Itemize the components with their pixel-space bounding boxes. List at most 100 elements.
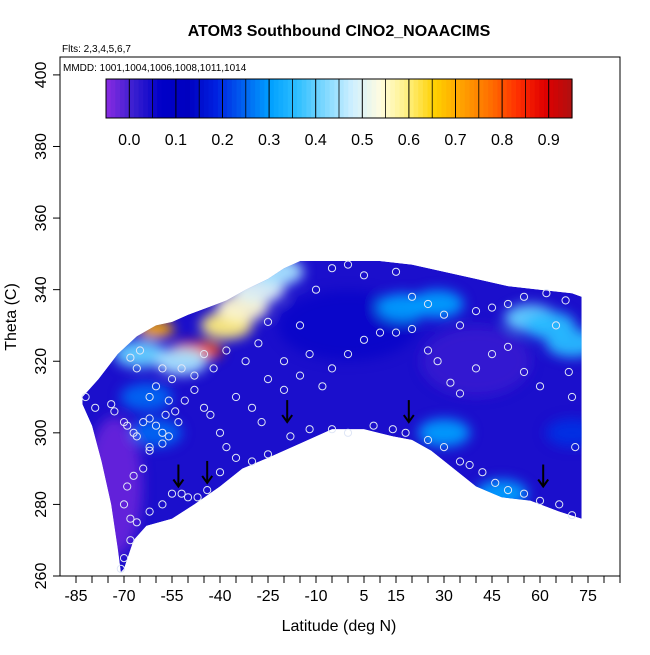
observation-point bbox=[132, 432, 141, 441]
colorbar-segment bbox=[166, 79, 172, 118]
observation-point bbox=[119, 554, 129, 563]
plot-frame bbox=[59, 56, 621, 577]
observation-point bbox=[465, 460, 474, 470]
colorbar-segment bbox=[180, 79, 186, 118]
colorbar-segment bbox=[217, 79, 224, 118]
observation-point bbox=[561, 296, 570, 305]
observation-point bbox=[164, 396, 173, 405]
colorbar-segment bbox=[213, 79, 219, 118]
observation-point bbox=[407, 292, 417, 301]
colorbar-segment bbox=[343, 79, 349, 118]
observation-point bbox=[171, 407, 180, 416]
field-blob bbox=[546, 329, 582, 358]
colorbar-segment bbox=[236, 79, 242, 118]
field-soft-group bbox=[86, 261, 582, 557]
observation-point bbox=[247, 457, 257, 466]
observation-point bbox=[487, 350, 497, 359]
colorbar-segment bbox=[362, 79, 368, 118]
observation-point bbox=[279, 385, 289, 394]
subtitle-dates: MMDD: 1001,1004,1006,1008,1011,1014 bbox=[63, 63, 247, 74]
observation-point bbox=[439, 443, 449, 452]
observation-point bbox=[123, 421, 132, 430]
colorbar-segment bbox=[227, 79, 233, 118]
observation-point bbox=[327, 425, 337, 434]
observation-point bbox=[241, 357, 250, 366]
x-tick-label: 75 bbox=[579, 588, 597, 605]
colorbar-segment bbox=[245, 79, 252, 118]
colorbar-segment bbox=[106, 79, 112, 118]
observation-point bbox=[286, 432, 295, 441]
colorbar-segment bbox=[436, 79, 443, 118]
colorbar-segment bbox=[492, 79, 499, 118]
colorbar-segment bbox=[394, 79, 401, 118]
colorbar-segment bbox=[133, 79, 140, 118]
colorbar-segment bbox=[171, 79, 177, 118]
observation-point bbox=[167, 375, 177, 384]
field-blob bbox=[155, 347, 208, 376]
observation-point bbox=[183, 493, 193, 502]
observation-point bbox=[263, 317, 273, 326]
colorbar: 0.0 0.1 0.2 0.3 0.4 0.5 0.6 0.7 0.8 0.9 bbox=[105, 78, 573, 149]
y-tick-label: 360 bbox=[33, 205, 50, 232]
colorbar-segment bbox=[203, 79, 210, 118]
observation-point bbox=[305, 350, 314, 359]
observation-point bbox=[158, 500, 167, 509]
observation-point bbox=[564, 367, 573, 377]
observation-point bbox=[257, 418, 266, 427]
colorbar-segment bbox=[320, 79, 326, 118]
field-blob bbox=[546, 418, 582, 447]
colorbar-tick-label: 0.5 bbox=[351, 132, 373, 149]
contour-field bbox=[82, 261, 582, 573]
observation-point bbox=[91, 403, 100, 412]
colorbar-segment bbox=[455, 79, 461, 118]
observation-point bbox=[433, 357, 442, 366]
colorbar-segment bbox=[548, 79, 554, 118]
colorbar-tick-label: 0.3 bbox=[258, 132, 280, 149]
observation-point bbox=[571, 443, 580, 452]
observation-point bbox=[215, 468, 225, 477]
down-arrow bbox=[402, 400, 415, 424]
colorbar-segment bbox=[138, 79, 144, 118]
observation-point bbox=[391, 328, 401, 337]
colorbar-tick-label: 0.2 bbox=[211, 132, 233, 149]
observation-point bbox=[503, 486, 513, 495]
observation-point bbox=[190, 385, 199, 394]
colorbar-segment bbox=[185, 79, 191, 118]
colorbar-segment bbox=[478, 79, 485, 118]
field-blob bbox=[251, 261, 304, 286]
colorbar-segment bbox=[539, 79, 545, 118]
observation-point bbox=[145, 443, 154, 452]
colorbar-segment bbox=[366, 79, 373, 118]
observation-point bbox=[209, 364, 218, 373]
observation-point bbox=[222, 346, 231, 355]
observation-point bbox=[423, 346, 433, 355]
colorbar-segment bbox=[520, 79, 526, 118]
field-blob bbox=[411, 289, 464, 318]
colorbar-segment bbox=[506, 79, 513, 118]
colorbar-segment bbox=[222, 79, 228, 118]
colorbar-segment bbox=[250, 79, 256, 118]
observation-point bbox=[407, 324, 417, 334]
colorbar-segment bbox=[143, 79, 149, 118]
observation-point bbox=[126, 536, 135, 545]
down-arrow bbox=[201, 460, 214, 485]
colorbar-segment bbox=[427, 79, 433, 118]
subtitle-flights: Flts: 2,3,4,5,6,7 bbox=[62, 44, 131, 55]
observation-point bbox=[145, 507, 154, 516]
colorbar-segment bbox=[157, 79, 163, 118]
x-tick-label: -85 bbox=[64, 588, 87, 605]
observation-point bbox=[222, 443, 231, 452]
observation-point bbox=[231, 453, 241, 462]
observation-point bbox=[487, 303, 497, 312]
observation-point bbox=[343, 260, 353, 269]
observation-point bbox=[107, 400, 116, 409]
observation-point bbox=[139, 418, 148, 427]
colorbar-segment bbox=[497, 79, 503, 118]
observation-point bbox=[359, 335, 369, 344]
observation-point bbox=[567, 392, 577, 402]
colorbar-tick-label: 0.0 bbox=[118, 132, 140, 149]
x-tick-label: 5 bbox=[360, 588, 369, 605]
observation-point bbox=[311, 285, 321, 294]
colorbar-segment bbox=[562, 79, 568, 118]
colorbar-segment bbox=[259, 79, 266, 118]
